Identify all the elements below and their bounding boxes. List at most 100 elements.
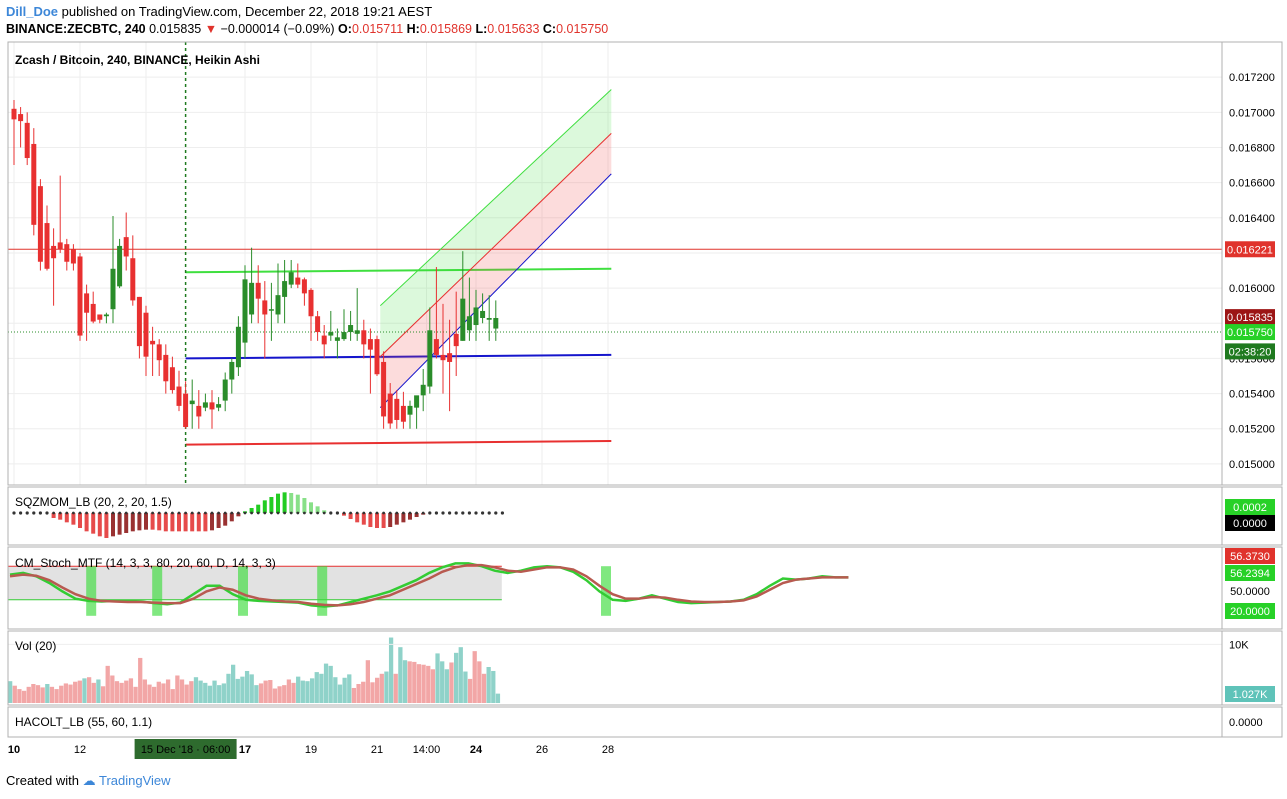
volume-bar [49,686,55,703]
candle-body [209,402,215,410]
channel-upper-fill [380,89,612,357]
tradingview-logo-icon[interactable]: ☁ [82,773,96,788]
volume-bar [198,680,203,703]
time-tick-label: 26 [536,744,548,756]
squeeze-dot [131,511,135,515]
volume-bar [189,681,194,703]
candle-body [183,393,189,427]
candle-body [156,344,162,361]
volume-bar [361,681,366,703]
squeeze-dot [138,511,141,515]
momentum-bar [236,513,241,517]
stoch-tag-bg [1225,548,1275,564]
volume-bar [384,671,389,703]
squeeze-dot [408,511,412,515]
candle-body [216,404,222,408]
volume-bar [328,665,333,703]
volume-bar [286,679,292,703]
volume-bar [184,684,189,703]
volume-bar [82,678,87,703]
magenta-trendline [235,242,611,249]
tradingview-brand[interactable]: TradingView [99,773,171,788]
momentum-bar [203,513,208,532]
momentum-bar [295,494,300,513]
candle-body [282,281,288,297]
volume-bar [393,673,398,703]
volume-bar [365,660,370,703]
momentum-bar [91,513,96,534]
momentum-bar [315,506,320,513]
squeeze-momentum-pane[interactable]: SQZMOM_LB (20, 2, 20, 1.5) 0.0002 0.0000 [12,492,1275,538]
squeeze-dot [375,511,379,515]
momentum-bar [302,498,307,513]
volume-bar [26,686,31,703]
squeeze-dot [65,511,69,515]
price-tag-bg [1225,241,1275,258]
squeeze-dot [217,511,221,515]
volume-bar [296,676,301,703]
volume-bar [426,665,431,703]
momentum-bar [388,513,393,527]
volume-bar [244,670,250,703]
volume-bar [114,681,120,703]
squeeze-dot [256,511,260,515]
momentum-bar [210,513,214,531]
squeeze-dot [474,511,478,515]
candle-body [123,237,129,257]
momentum-bar [282,492,287,513]
hacolt-pane[interactable]: HACOLT_LB (55, 60, 1.1) 0.0000 [15,715,1263,729]
volume-bar [110,675,115,703]
volume-bar [477,661,482,703]
squeeze-dot [467,511,471,515]
volume-bar [138,657,143,703]
volume-bar [342,677,347,703]
author-name[interactable]: Dill_Doe [6,4,59,19]
volume-bar [96,679,101,703]
squeeze-dot [52,511,55,515]
candle-body [150,340,156,345]
candle-body [315,316,321,333]
price-tag: 0.015835 [1227,312,1273,324]
volume-bar [319,673,324,703]
squeeze-dot [25,511,29,515]
volume-bar [300,680,305,703]
candle-body [334,337,340,341]
volume-bar [388,637,394,703]
candle-body [31,143,37,225]
channel-lower-line [379,173,612,409]
volume-bar [86,677,92,703]
volume-bar [230,664,236,703]
price-tick-label: 0.015400 [1229,389,1275,401]
stochastic-pane[interactable]: CM_Stoch_MTF (14, 3, 3, 80, 20, 60, D, 1… [8,548,1275,619]
volume-bar [12,685,17,703]
volume-bar [323,663,329,703]
volume-bar [421,664,426,703]
volume-bar [73,681,78,703]
momentum-bar [361,513,366,525]
squeeze-dot [388,511,392,515]
candle-body [473,307,479,326]
squeeze-dot [243,511,247,515]
candle-body [427,330,433,387]
price-pane[interactable]: 0.017200 0.017000 0.016800 0.016600 0.016400… [8,42,1275,485]
candle-body [143,312,149,357]
candle-body [235,326,241,368]
volume-bar [258,683,264,703]
squeeze-dot [45,511,49,515]
time-tick-label: 14:00 [413,744,441,756]
volume-bar [207,685,213,703]
volume-bar [212,680,217,703]
momentum-bar [375,513,379,528]
volume-tag: 1.027K [1233,689,1269,701]
cross-highlight-bar [152,566,163,616]
candle-body [64,244,70,262]
candle-body [301,279,307,294]
squeeze-dot [197,511,201,515]
volume-pane[interactable]: 10K Vol (20) 1.027K [8,637,1275,703]
volume-bar [356,684,361,703]
squeeze-dot [494,511,498,515]
momentum-bar [97,513,102,537]
squeeze-dot [124,511,128,515]
momentum-bar [408,513,412,520]
